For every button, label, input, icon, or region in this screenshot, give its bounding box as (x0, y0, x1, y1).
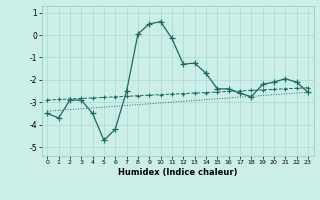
X-axis label: Humidex (Indice chaleur): Humidex (Indice chaleur) (118, 168, 237, 177)
